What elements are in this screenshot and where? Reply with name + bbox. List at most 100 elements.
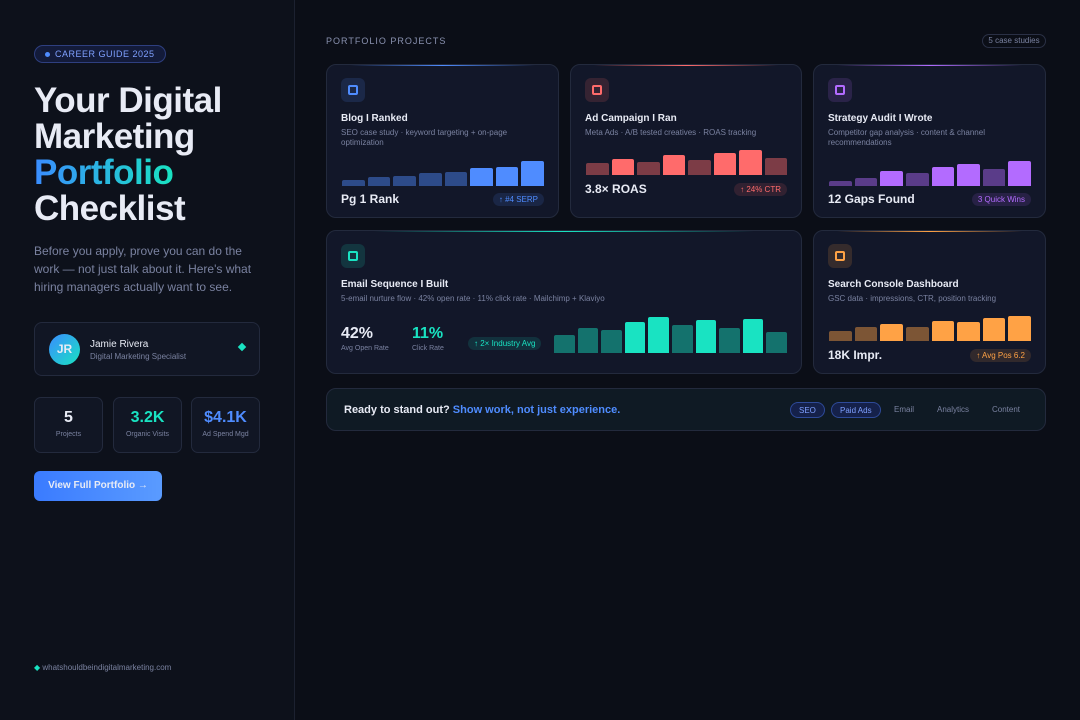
- bar: [713, 153, 736, 175]
- pill[interactable]: Content: [992, 405, 1021, 414]
- bar: [1008, 316, 1031, 341]
- accent-line: [350, 65, 535, 66]
- stat-label: Organic Visits: [125, 431, 170, 438]
- card-desc: 5-email nurture flow · 42% open rate · 1…: [341, 294, 605, 303]
- bar: [982, 169, 1006, 186]
- card-metric: Pg 1 Rank: [341, 192, 400, 206]
- card-metric: 3.8× ROAS: [585, 182, 647, 196]
- footer-text: whatshouldbeindigitalmarketing.com: [42, 663, 172, 672]
- bar: [393, 176, 416, 186]
- bar: [601, 330, 622, 353]
- bar: [611, 159, 634, 175]
- icon-glyph: [348, 85, 358, 95]
- accent-line: [594, 65, 778, 66]
- bar: [521, 161, 544, 186]
- bar: [905, 327, 929, 341]
- metric-value: 42%: [341, 325, 374, 342]
- bar: [672, 325, 693, 353]
- bar: [586, 163, 609, 175]
- profile-card: JR Jamie Rivera Digital Marketing Specia…: [34, 322, 260, 376]
- stat-label: Ad Spend Mgd: [202, 431, 249, 438]
- sidebar: CAREER GUIDE 2025 Your Digital Marketing…: [0, 0, 295, 720]
- card-desc: SEO case study · keyword targeting + on-…: [341, 128, 508, 147]
- count-pill: 5 case studies: [982, 34, 1046, 48]
- tag: ↑ 24% CTR: [734, 183, 787, 196]
- project-card: Strategy Audit I Wrote Competitor gap ana…: [813, 64, 1046, 218]
- stat: $4.1K Ad Spend Mgd: [191, 397, 260, 453]
- title-line: Checklist: [34, 189, 186, 228]
- project-card: Ad Campaign I Ran Meta Ads · A/B tested c…: [570, 64, 802, 218]
- bar: [470, 168, 493, 186]
- tag: ↑ #4 SERP: [492, 193, 544, 206]
- cta-text: Ready to stand out? Show work, not just …: [344, 404, 620, 416]
- stat-value: 5: [64, 409, 73, 426]
- cta-accent: Show work, not just experience.: [452, 404, 621, 416]
- card-metric: 12 Gaps Found: [828, 192, 915, 206]
- bar: [695, 320, 717, 353]
- bar: [444, 172, 468, 186]
- icon: [341, 244, 365, 268]
- card-desc: GSC data · impressions, CTR, position tr…: [828, 294, 997, 303]
- icon: [828, 244, 852, 268]
- card-title: Blog I Ranked: [341, 113, 408, 124]
- metric-value: 11%: [412, 325, 444, 342]
- metric-label: Click Rate: [412, 345, 444, 352]
- pill[interactable]: Analytics: [937, 405, 970, 414]
- bar: [418, 173, 442, 186]
- bar: [854, 327, 878, 341]
- bar: [931, 167, 955, 186]
- accent-line: [837, 65, 1022, 66]
- tag: 3 Quick Wins: [971, 193, 1031, 206]
- metric-label: Avg Open Rate: [341, 345, 389, 352]
- stat-label: Projects: [55, 431, 82, 438]
- pill[interactable]: Paid Ads: [831, 402, 881, 418]
- footer-link[interactable]: ◆ whatshouldbeindigitalmarketing.com: [34, 663, 172, 672]
- bar: [982, 318, 1006, 341]
- bar: [957, 322, 980, 341]
- bar: [766, 332, 787, 353]
- accent-line: [374, 231, 754, 232]
- icon-glyph: [348, 251, 358, 261]
- bar: [624, 322, 646, 353]
- card-title: Ad Campaign I Ran: [585, 113, 677, 124]
- bar: [829, 331, 852, 341]
- title-line: Portfolio: [34, 153, 174, 192]
- pill[interactable]: Email: [894, 405, 915, 414]
- pill[interactable]: SEO: [790, 402, 825, 418]
- tag: ↑ Avg Pos 6.2: [970, 349, 1031, 362]
- title-line: Your Digital: [34, 81, 222, 120]
- project-card: Email Sequence I Built 5-email nurture fl…: [326, 230, 802, 374]
- bar: [854, 178, 878, 186]
- stat-value: $4.1K: [204, 409, 247, 426]
- project-card: Blog I Ranked SEO case study · keyword ta…: [326, 64, 559, 218]
- bar: [880, 324, 903, 341]
- icon: [828, 78, 852, 102]
- bar: [554, 335, 575, 353]
- bar: [1008, 161, 1031, 186]
- tag: ↑ 2× Industry Avg: [468, 337, 542, 350]
- stat-value: 3.2K: [130, 409, 165, 426]
- bar: [880, 171, 903, 186]
- stat: 3.2K Organic Visits: [113, 397, 182, 453]
- bar: [495, 167, 519, 186]
- bar: [739, 150, 762, 175]
- card-desc: Competitor gap analysis · content & chan…: [828, 128, 985, 147]
- avatar: JR: [49, 334, 80, 365]
- title-line: Marketing: [34, 117, 195, 156]
- bar: [829, 181, 852, 186]
- portfolio-button[interactable]: View Full Portfolio →: [34, 471, 162, 501]
- intro: Before you apply, prove you can do the w…: [34, 244, 252, 294]
- cta-lead: Ready to stand out?: [344, 404, 450, 416]
- card-desc: Meta Ads · A/B tested creatives · ROAS t…: [585, 128, 757, 137]
- bar: [342, 180, 365, 186]
- badge: CAREER GUIDE 2025: [34, 45, 166, 63]
- card-metric: 18K Impr.: [828, 348, 883, 362]
- icon-glyph: [592, 85, 602, 95]
- bar: [931, 321, 955, 341]
- bar: [905, 173, 929, 186]
- card-title: Email Sequence I Built: [341, 279, 449, 290]
- bar: [648, 317, 669, 353]
- bar: [662, 155, 685, 175]
- bar: [764, 158, 787, 175]
- bar: [957, 164, 980, 186]
